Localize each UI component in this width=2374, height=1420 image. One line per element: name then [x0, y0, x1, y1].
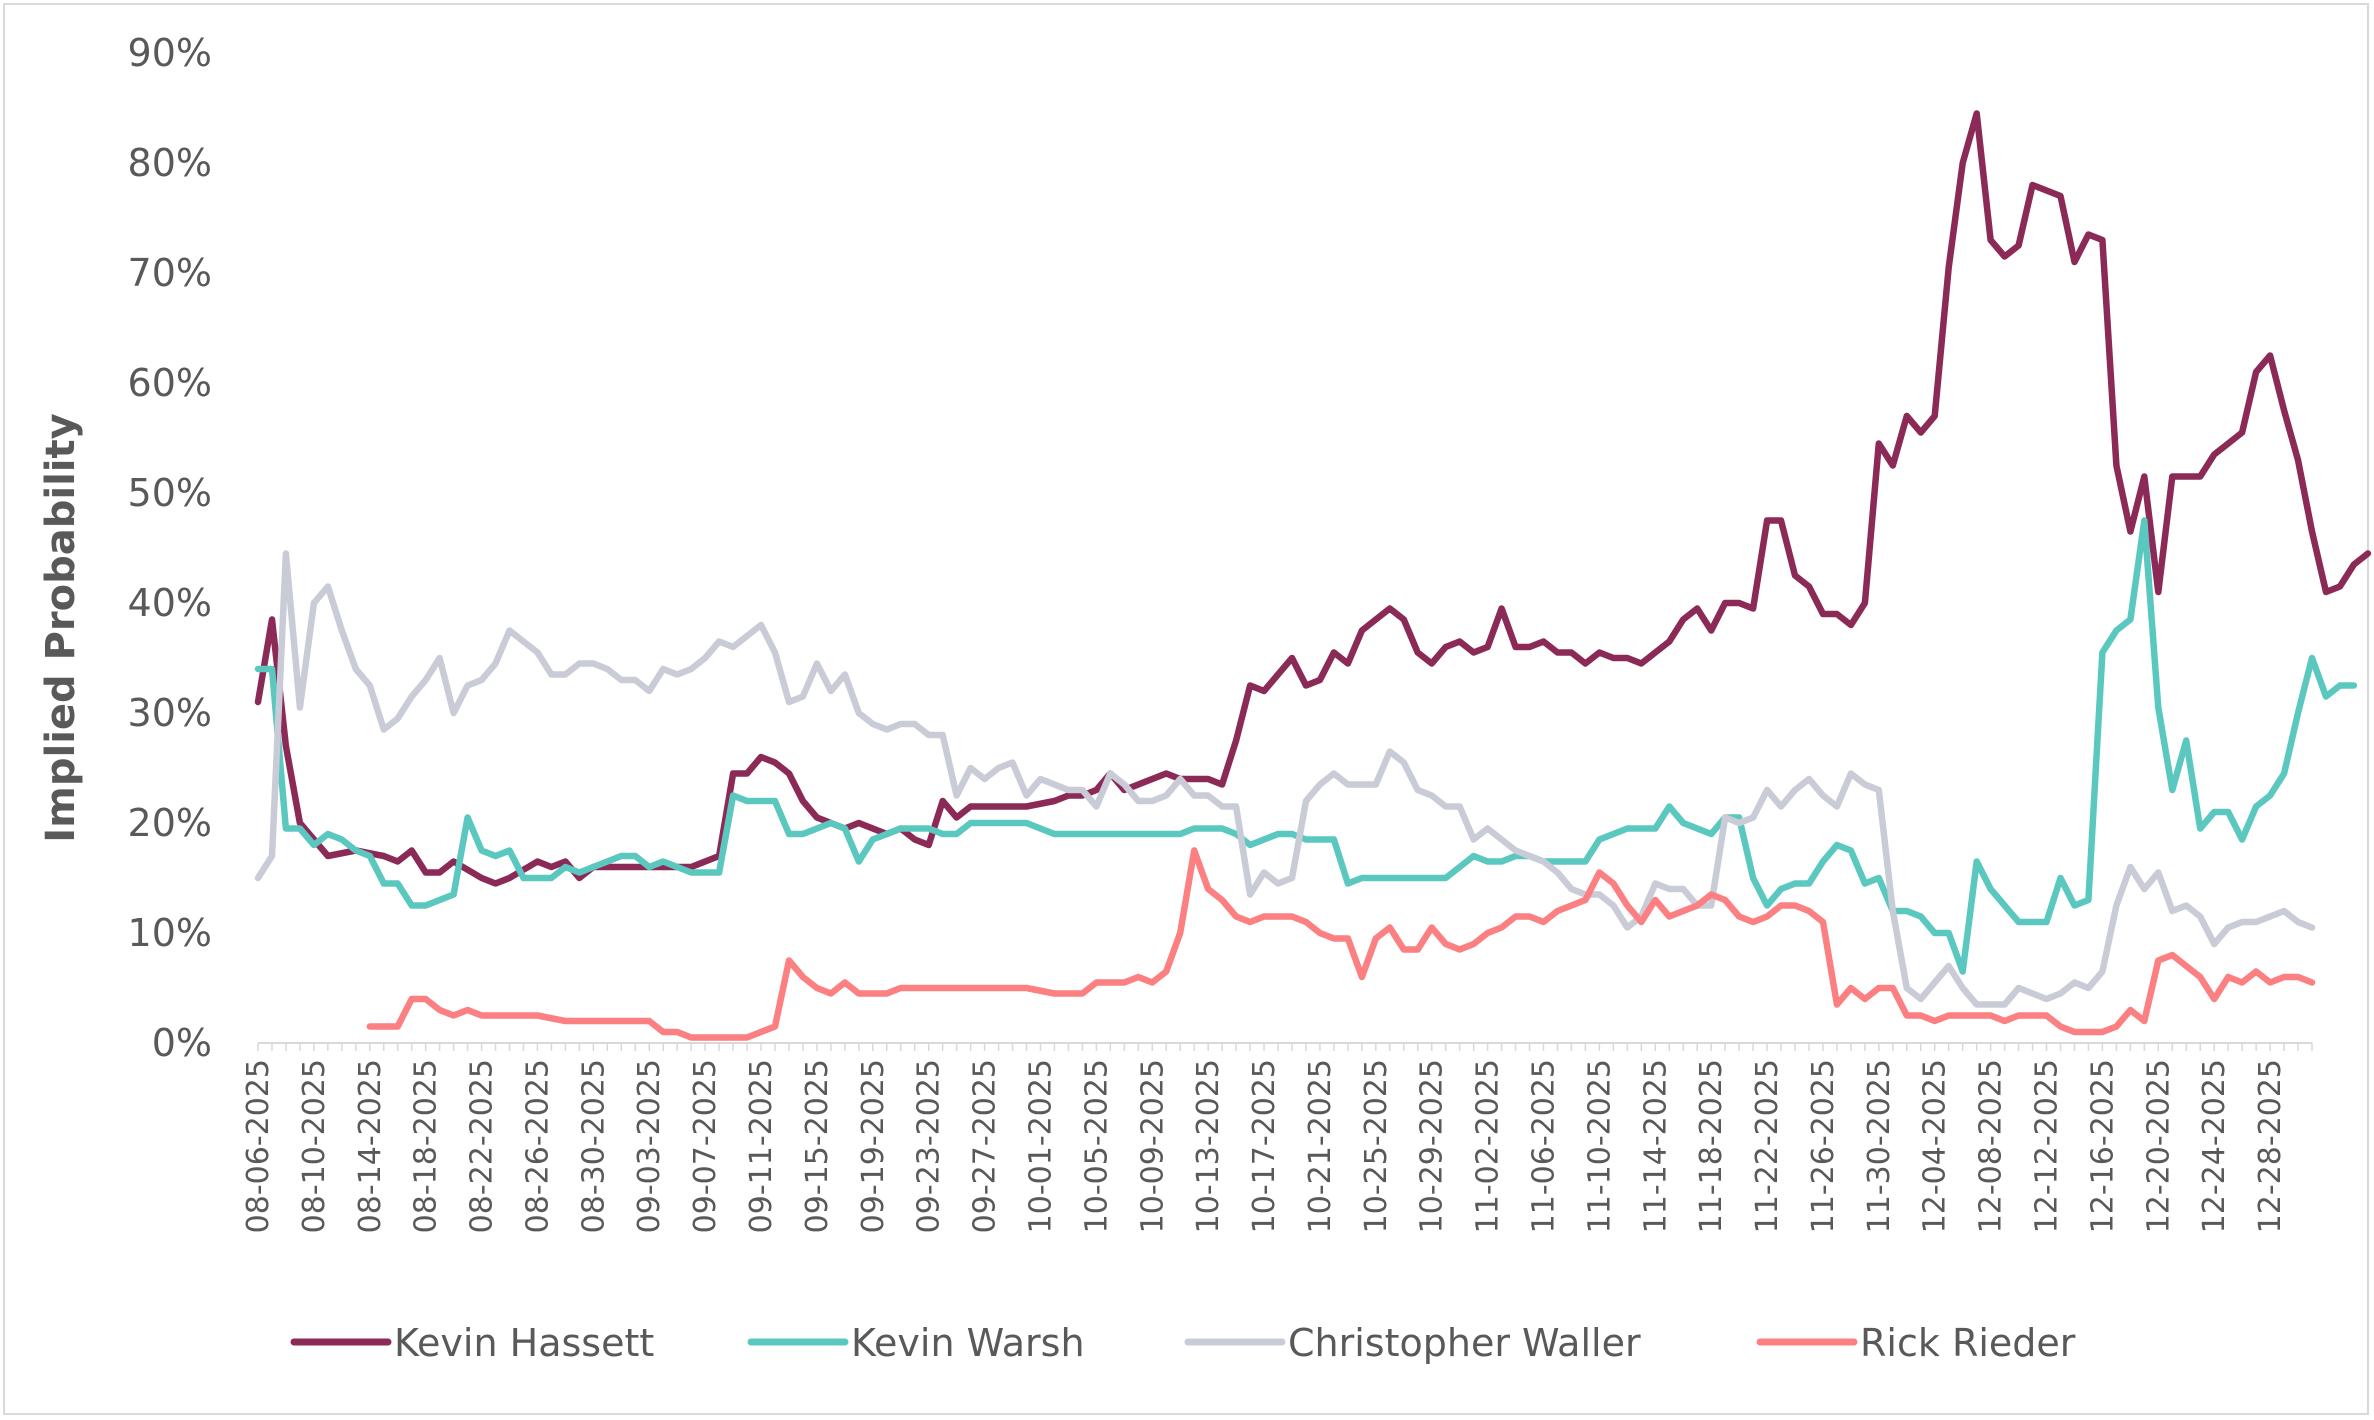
x-tick-label: 11-06-2025: [1526, 1059, 1561, 1233]
x-tick-label: 09-11-2025: [744, 1059, 779, 1233]
x-tick-label: 08-10-2025: [297, 1059, 332, 1233]
x-tick-label: 12-04-2025: [1918, 1059, 1953, 1233]
x-tick-label: 08-30-2025: [576, 1059, 611, 1233]
x-tick-label: 10-29-2025: [1415, 1059, 1450, 1233]
x-tick-label: 11-02-2025: [1471, 1059, 1506, 1233]
x-tick-label: 11-26-2025: [1806, 1059, 1841, 1233]
y-axis-label: Implied Probability: [38, 413, 84, 842]
x-tick-label: 10-01-2025: [1023, 1059, 1058, 1233]
x-tick-label: 09-03-2025: [632, 1059, 667, 1233]
x-tick-label: 10-21-2025: [1303, 1059, 1338, 1233]
x-axis-ticks: 08-06-2025 08-10-2025 08-14-2025 08-18-2025…: [241, 1059, 2288, 1233]
y-tick-label: 50%: [128, 471, 212, 515]
y-axis-ticks: 0% 10% 20% 30% 40% 50% 60% 70% 80% 90%: [128, 31, 212, 1065]
x-tick-label: 10-13-2025: [1191, 1059, 1226, 1233]
y-tick-label: 40%: [128, 581, 212, 625]
series-line-rick-rieder: [366, 847, 2316, 1041]
legend-label: Rick Rieder: [1860, 1321, 2076, 1365]
series-line-kevin-hassett: [254, 110, 2372, 887]
x-tick-label: 08-14-2025: [353, 1059, 388, 1233]
legend: Kevin Hassett Kevin Warsh Christopher Wall…: [290, 1321, 2076, 1365]
y-tick-label: 90%: [128, 31, 212, 75]
x-tick-label: 12-28-2025: [2253, 1059, 2288, 1233]
y-tick-label: 30%: [128, 691, 212, 735]
x-tick-label: 09-15-2025: [800, 1059, 835, 1233]
x-tick-label: 10-05-2025: [1079, 1059, 1114, 1233]
x-tick-label: 09-23-2025: [912, 1059, 947, 1233]
x-tick-label: 12-16-2025: [2085, 1059, 2120, 1233]
y-tick-label: 60%: [128, 361, 212, 405]
x-tick-label: 08-22-2025: [465, 1059, 500, 1233]
series-line-kevin-warsh: [254, 517, 2358, 975]
x-tick-label: 08-06-2025: [241, 1059, 276, 1233]
chart-frame: [3, 3, 2369, 1415]
series-line-christopher-waller: [254, 550, 2316, 1008]
x-tick-label: 11-14-2025: [1638, 1059, 1673, 1233]
y-tick-label: 20%: [128, 801, 212, 845]
x-tick-label: 11-18-2025: [1694, 1059, 1729, 1233]
legend-label: Kevin Hassett: [394, 1321, 654, 1365]
x-tick-label: 10-25-2025: [1359, 1059, 1394, 1233]
x-tick-label: 08-18-2025: [409, 1059, 444, 1233]
x-tick-label: 11-10-2025: [1582, 1059, 1617, 1233]
legend-label: Kevin Warsh: [851, 1321, 1085, 1365]
x-tick-label: 09-19-2025: [856, 1059, 891, 1233]
x-tick-label: 11-30-2025: [1862, 1059, 1897, 1233]
y-tick-label: 10%: [128, 911, 212, 955]
x-tick-label: 09-07-2025: [688, 1059, 723, 1233]
x-tick-label: 09-27-2025: [968, 1059, 1003, 1233]
x-tick-label: 12-08-2025: [1974, 1059, 2009, 1233]
x-axis: [257, 1042, 2313, 1051]
y-tick-label: 70%: [128, 251, 212, 295]
x-tick-label: 12-24-2025: [2197, 1059, 2232, 1233]
x-tick-label: 12-12-2025: [2030, 1059, 2065, 1233]
x-tick-label: 11-22-2025: [1750, 1059, 1785, 1233]
x-tick-label: 10-17-2025: [1247, 1059, 1282, 1233]
x-tick-label: 10-09-2025: [1135, 1059, 1170, 1233]
x-tick-label: 12-20-2025: [2141, 1059, 2176, 1233]
series-lines: [254, 110, 2372, 1041]
x-tick-label: 08-26-2025: [520, 1059, 555, 1233]
y-tick-label: 80%: [128, 141, 212, 185]
y-tick-label: 0%: [152, 1021, 212, 1065]
legend-label: Christopher Waller: [1288, 1321, 1641, 1365]
